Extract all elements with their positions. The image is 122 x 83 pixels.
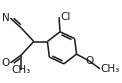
Text: O: O bbox=[1, 58, 10, 68]
Text: O: O bbox=[85, 56, 93, 66]
Text: Cl: Cl bbox=[60, 12, 70, 22]
Text: CH₃: CH₃ bbox=[12, 65, 31, 75]
Text: N: N bbox=[2, 13, 10, 23]
Text: CH₃: CH₃ bbox=[101, 64, 120, 74]
